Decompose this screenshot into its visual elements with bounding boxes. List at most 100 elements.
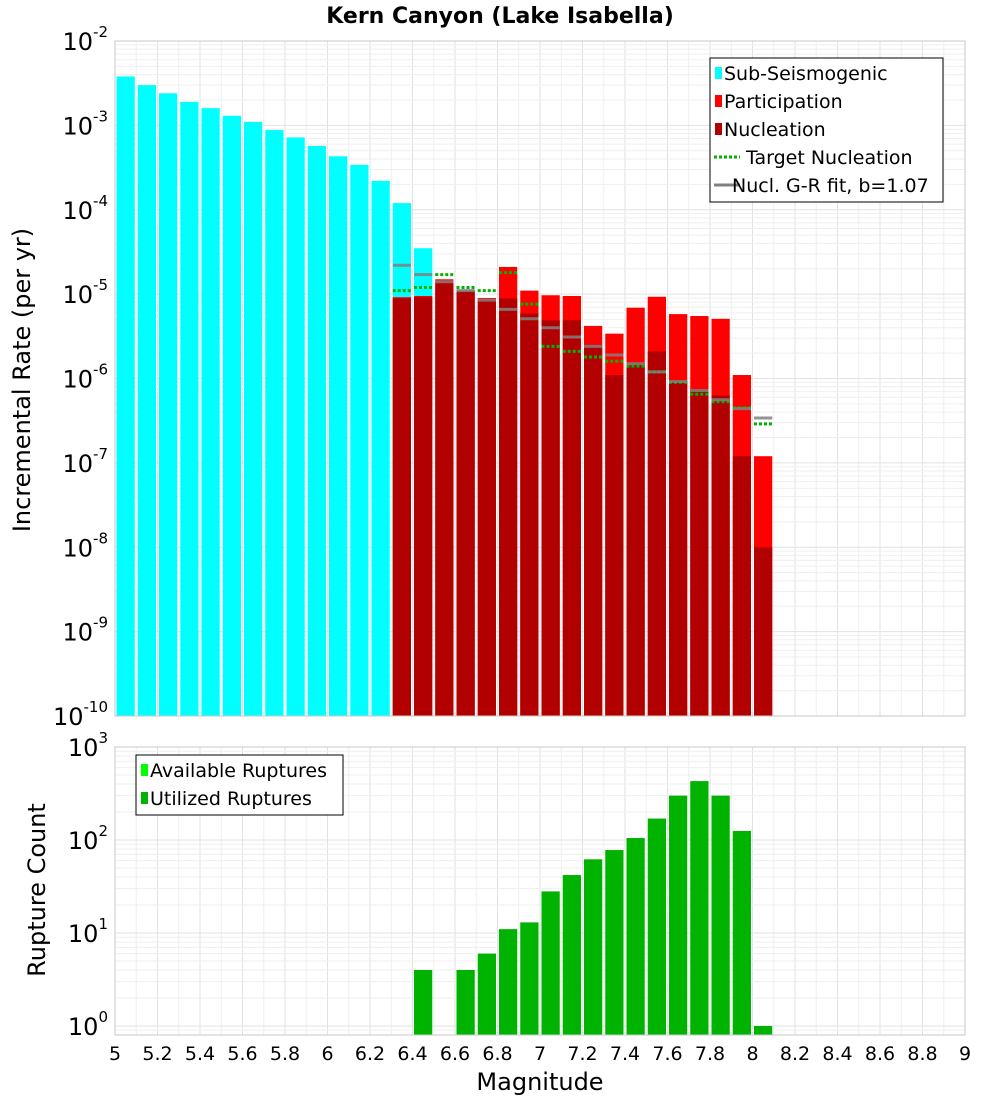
- legend-label: Utilized Ruptures: [150, 788, 312, 810]
- bar: [414, 297, 433, 716]
- legend-swatch: [715, 67, 722, 79]
- bottom-series-utilized-ruptures: [414, 781, 773, 1035]
- bar: [562, 875, 581, 1035]
- x-tick-label: 5: [109, 1043, 121, 1065]
- bar: [584, 344, 603, 716]
- top-legend: Sub-Seismogenic Participation Nucleation Ta…: [709, 57, 944, 203]
- legend-swatch: [141, 792, 148, 804]
- x-tick-label: 5.2: [142, 1043, 172, 1065]
- bar: [371, 180, 390, 716]
- bar: [499, 298, 518, 716]
- bar: [201, 108, 220, 717]
- x-tick-label: 6.6: [440, 1043, 470, 1065]
- bar: [605, 375, 624, 716]
- top-frame: [114, 40, 966, 717]
- bar: [159, 93, 178, 716]
- bar: [116, 76, 135, 717]
- bar: [520, 922, 539, 1035]
- bar: [541, 320, 560, 716]
- bottom-frame: [114, 746, 966, 1036]
- bar: [456, 969, 475, 1035]
- x-tick-label: 7: [534, 1043, 546, 1065]
- bottom-legend: Available Ruptures Utilized Ruptures: [135, 754, 344, 816]
- bottom-y-axis-label: Rupture Count: [23, 803, 51, 977]
- y-tick-label: 10-2: [62, 23, 108, 56]
- x-tick-label: 6: [321, 1043, 333, 1065]
- x-axis-label: Magnitude: [476, 1068, 603, 1096]
- bar: [690, 389, 709, 716]
- bar: [329, 156, 348, 717]
- chart-title: Kern Canyon (Lake Isabella): [326, 4, 674, 29]
- legend-box: [709, 57, 944, 203]
- bar: [350, 164, 369, 716]
- bar: [414, 969, 433, 1035]
- bar: [754, 1025, 773, 1035]
- legend-label: Sub-Seismogenic: [724, 63, 888, 85]
- bar: [647, 818, 666, 1035]
- bar: [477, 953, 496, 1035]
- top-panel: 10-2 10-3 10-4 10-5 10-6 10-7 10-8 10-9 10-10 Sub…: [53, 23, 966, 731]
- x-tick-label: 5.8: [270, 1043, 300, 1065]
- y-tick-label: 10-8: [62, 529, 108, 562]
- x-tick-label: 7.6: [652, 1043, 682, 1065]
- x-tick-label: 7.4: [610, 1043, 640, 1065]
- bar: [584, 859, 603, 1035]
- legend-swatch: [141, 764, 148, 776]
- x-tick-label: 9: [959, 1043, 971, 1065]
- legend-swatch: [715, 123, 722, 135]
- x-tick-label: 8.2: [780, 1043, 810, 1065]
- legend-label: Participation: [724, 91, 843, 113]
- bar: [499, 929, 518, 1035]
- y-tick-label: 100: [68, 1008, 108, 1041]
- bar: [647, 351, 666, 716]
- legend-label: Nucl. G-R fit, b=1.07: [732, 175, 929, 197]
- y-tick-label: 10-7: [62, 445, 108, 478]
- y-tick-label: 101: [68, 915, 108, 948]
- bar: [392, 298, 411, 716]
- legend-box: [135, 754, 344, 816]
- y-tick-label: 10-4: [62, 192, 108, 225]
- x-tick-label: 7.8: [695, 1043, 725, 1065]
- y-tick-label: 102: [68, 822, 108, 855]
- bar: [222, 115, 241, 716]
- y-tick-label: 10-6: [62, 361, 108, 394]
- y-tick-label: 10-5: [62, 276, 108, 309]
- x-tick-label: 5.6: [227, 1043, 257, 1065]
- x-tick-label: 6.4: [397, 1043, 427, 1065]
- bar: [754, 547, 773, 716]
- x-tick-label: 5.4: [185, 1043, 215, 1065]
- bar: [562, 320, 581, 716]
- bar: [732, 830, 751, 1035]
- bar: [669, 795, 688, 1035]
- bar: [244, 121, 263, 716]
- y-tick-label: 10-9: [62, 614, 108, 647]
- bar: [690, 781, 709, 1035]
- bar: [669, 380, 688, 716]
- x-tick-label: 8.8: [907, 1043, 937, 1065]
- bar: [626, 363, 645, 716]
- bar: [307, 145, 326, 717]
- bar: [626, 838, 645, 1035]
- legend-label: Nucleation: [724, 119, 826, 141]
- bar: [732, 456, 751, 716]
- top-y-axis-label: Incremental Rate (per yr): [8, 228, 36, 532]
- x-tick-label: 8.4: [822, 1043, 852, 1065]
- y-tick-label: 10-10: [53, 698, 108, 731]
- top-series-nucl-g-r-fit-b-1-07: [392, 263, 773, 420]
- bar: [541, 891, 560, 1035]
- legend-swatch: [715, 95, 722, 107]
- x-tick-label: 8: [746, 1043, 758, 1065]
- legend-label: Available Ruptures: [150, 760, 327, 782]
- bar: [605, 850, 624, 1035]
- bar: [711, 795, 730, 1035]
- bar: [137, 85, 156, 716]
- y-tick-label: 10-3: [62, 107, 108, 140]
- bar: [477, 300, 496, 716]
- bar: [286, 137, 305, 716]
- legend-label: Target Nucleation: [745, 147, 913, 169]
- x-tick-label: 7.2: [567, 1043, 597, 1065]
- bar: [711, 395, 730, 716]
- bar: [520, 313, 539, 716]
